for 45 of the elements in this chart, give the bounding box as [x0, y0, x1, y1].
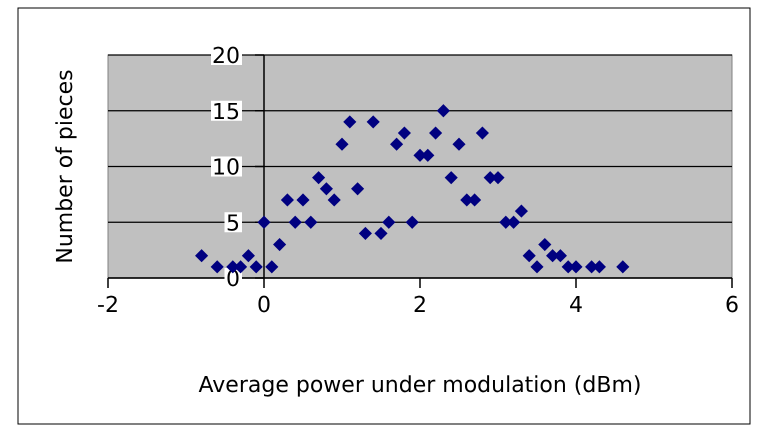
point — [476, 126, 489, 140]
point — [444, 171, 458, 184]
point — [273, 238, 286, 252]
point — [514, 204, 528, 218]
point — [320, 182, 333, 196]
y-tick-label: 20 — [212, 44, 240, 69]
y-tick-label: 5 — [226, 211, 240, 236]
point — [280, 193, 294, 207]
point — [366, 115, 380, 128]
point — [335, 138, 349, 151]
x-tick-label: 0 — [257, 293, 271, 318]
point — [288, 216, 302, 229]
point — [210, 260, 224, 274]
point — [390, 138, 404, 151]
point — [522, 249, 536, 262]
point — [436, 104, 450, 118]
point — [429, 126, 442, 140]
point — [312, 171, 326, 184]
point — [616, 260, 630, 274]
x-tick-label: 4 — [569, 293, 583, 318]
x-tick-label: 2 — [413, 293, 427, 318]
point — [343, 115, 356, 128]
point — [530, 260, 544, 274]
point — [328, 193, 341, 207]
y-axis-title: Number of pieces — [53, 69, 78, 264]
point — [257, 216, 271, 229]
point — [250, 260, 263, 274]
point — [538, 238, 552, 252]
point — [406, 216, 419, 229]
point — [195, 249, 208, 262]
point — [374, 226, 388, 240]
point — [351, 182, 364, 196]
point — [296, 193, 310, 207]
point — [242, 249, 255, 262]
y-tick-label: 10 — [212, 156, 240, 180]
point — [452, 138, 466, 151]
y-tick-label: 15 — [212, 100, 240, 125]
point — [382, 216, 396, 229]
point — [358, 226, 372, 240]
x-tick-label: -2 — [97, 293, 119, 318]
x-axis-title: Average power under modulation (dBm) — [198, 373, 642, 398]
point — [304, 216, 318, 229]
point — [398, 126, 411, 140]
point — [265, 260, 278, 274]
x-tick-label: 6 — [725, 293, 739, 318]
